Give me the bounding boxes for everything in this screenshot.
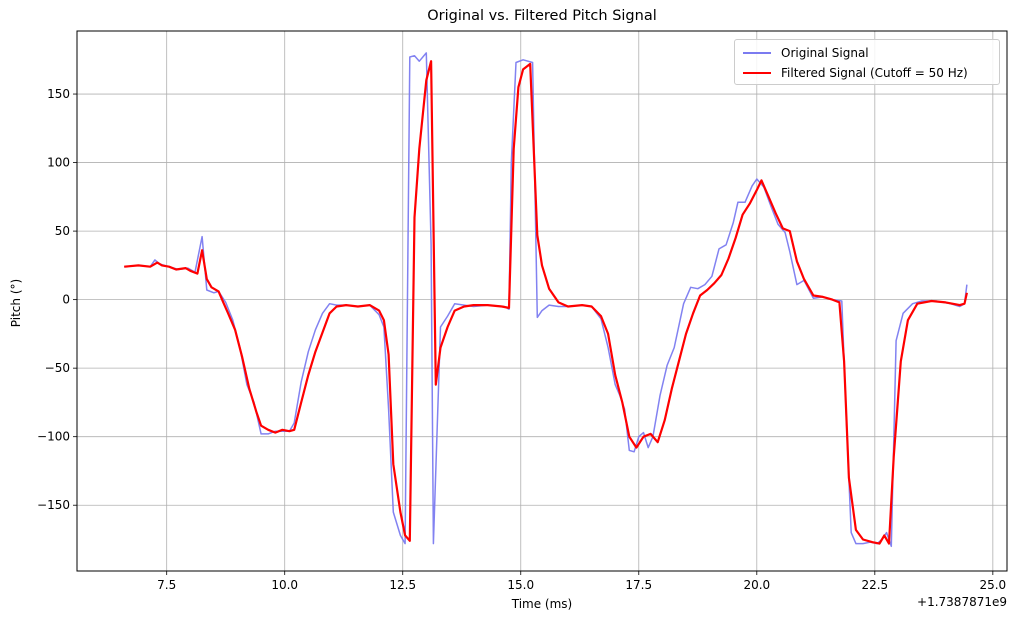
x-tick-label: 22.5 <box>861 578 888 592</box>
y-tick-label: −100 <box>37 430 70 444</box>
series-line-filtered <box>124 60 968 545</box>
x-tick-label: 7.5 <box>157 578 176 592</box>
x-tick-label: 17.5 <box>625 578 652 592</box>
legend-swatch-filtered <box>743 72 771 74</box>
y-tick-label: 100 <box>47 156 70 170</box>
tick-layer: 7.5 10.0 12.5 15.0 17.5 20.0 22.5 25.0 −150 −100 −… <box>37 87 1006 592</box>
axes-frame <box>76 30 1008 572</box>
x-tick-label: 10.0 <box>271 578 298 592</box>
x-tick-label: 25.0 <box>979 578 1006 592</box>
x-tick-label: 20.0 <box>743 578 770 592</box>
grid-layer <box>77 31 1007 571</box>
legend-label-original: Original Signal <box>781 46 869 60</box>
y-tick-label: −50 <box>45 361 70 375</box>
legend-swatch-original <box>743 52 771 54</box>
series-layer <box>124 52 968 548</box>
legend-label-filtered: Filtered Signal (Cutoff = 50 Hz) <box>781 66 968 80</box>
y-tick-label: 50 <box>55 224 70 238</box>
y-tick-label: 150 <box>47 87 70 101</box>
y-tick-label: −150 <box>37 498 70 512</box>
chart-title: Original vs. Filtered Pitch Signal <box>427 8 657 24</box>
legend: Original Signal Filtered Signal (Cutoff … <box>734 39 1000 85</box>
x-axis-label: Time (ms) <box>511 597 573 611</box>
y-axis-label: Pitch (°) <box>9 278 23 328</box>
y-tick-label: 0 <box>62 293 70 307</box>
x-tick-label: 12.5 <box>389 578 416 592</box>
x-axis-offset-label: +1.7387871e9 <box>917 595 1007 609</box>
legend-item-original: Original Signal <box>743 44 869 62</box>
x-tick-label: 15.0 <box>507 578 534 592</box>
legend-item-filtered: Filtered Signal (Cutoff = 50 Hz) <box>743 64 968 82</box>
